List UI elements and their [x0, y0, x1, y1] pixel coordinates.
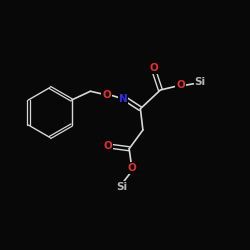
Text: N: N [118, 94, 127, 104]
Text: Si: Si [194, 77, 205, 87]
Text: O: O [103, 141, 112, 151]
Text: O: O [176, 80, 185, 90]
Text: Si: Si [116, 182, 127, 192]
Text: O: O [127, 163, 136, 173]
Text: O: O [150, 63, 158, 73]
Text: O: O [102, 90, 111, 100]
